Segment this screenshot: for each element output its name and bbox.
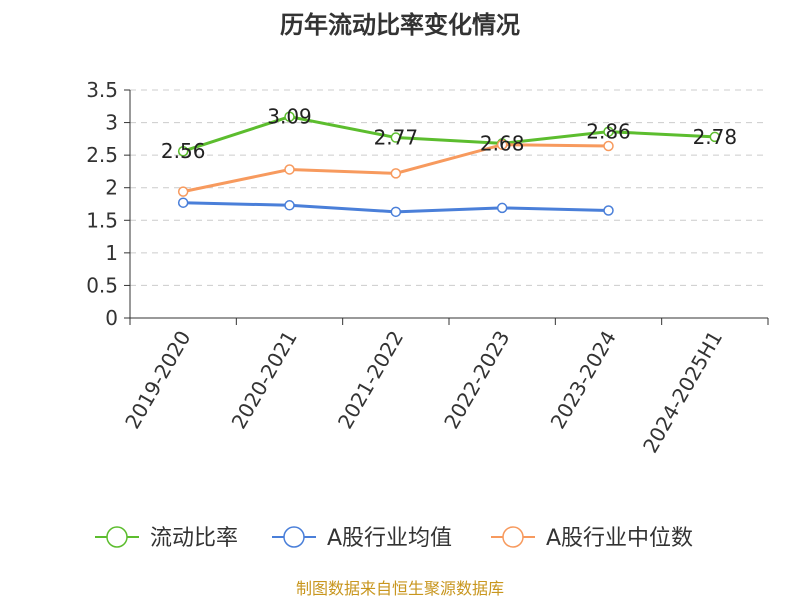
legend-label: 流动比率 (150, 526, 238, 551)
x-tick-label: 2019-2020 (120, 327, 195, 433)
data-label: 2.68 (480, 131, 525, 155)
data-point (177, 186, 189, 197)
legend-marker (283, 526, 305, 548)
data-point (390, 168, 402, 179)
legend-label: A股行业均值 (327, 526, 452, 551)
y-tick-label: 0 (105, 306, 118, 330)
x-tick-label: 2020-2021 (227, 327, 302, 433)
data-point (603, 126, 614, 137)
data-label: 2.77 (374, 126, 419, 150)
data-point (177, 197, 189, 208)
data-point (284, 200, 295, 211)
x-tick-label: 2021-2022 (333, 327, 408, 433)
y-tick-label: 2.5 (86, 143, 118, 167)
data-point (603, 205, 614, 216)
data-point (496, 202, 508, 214)
y-tick-label: 3 (105, 111, 118, 135)
data-point (177, 145, 189, 157)
data-point (284, 111, 295, 122)
series-group (177, 111, 721, 218)
data-label: 2.56 (161, 139, 206, 163)
legend-label: A股行业中位数 (546, 526, 693, 551)
legend-marker (502, 526, 524, 548)
x-tick-label: 2022-2023 (439, 326, 514, 432)
legend-marker (106, 526, 128, 548)
data-point (709, 131, 721, 143)
data-label: 2.86 (586, 120, 631, 144)
x-tick-label: 2024-2025H1 (638, 327, 727, 457)
y-tick-label: 1.5 (86, 208, 118, 232)
x-tick-label: 2023-2024 (546, 327, 621, 433)
data-label: 2.78 (693, 125, 738, 149)
y-tick-label: 2 (105, 176, 118, 200)
data-labels: 2.56 3.09 2.77 2.68 2.86 2.78 (161, 105, 737, 164)
y-tick-label: 0.5 (86, 273, 118, 297)
data-label: 3.09 (267, 105, 312, 129)
data-point (390, 206, 402, 218)
grid-lines (130, 89, 768, 286)
data-point (496, 139, 508, 150)
chart-title: 历年流动比率变化情况 (280, 11, 520, 39)
series-line (182, 115, 715, 153)
data-point (284, 164, 295, 175)
source-note: 制图数据来自恒生聚源数据库 (296, 579, 504, 598)
legend: 流动比率 A股行业均值 A股行业中位数 (95, 526, 693, 551)
y-tick-label: 1 (105, 241, 118, 265)
data-point (603, 140, 614, 152)
data-point (390, 132, 402, 143)
y-tick-label: 3.5 (86, 78, 118, 102)
